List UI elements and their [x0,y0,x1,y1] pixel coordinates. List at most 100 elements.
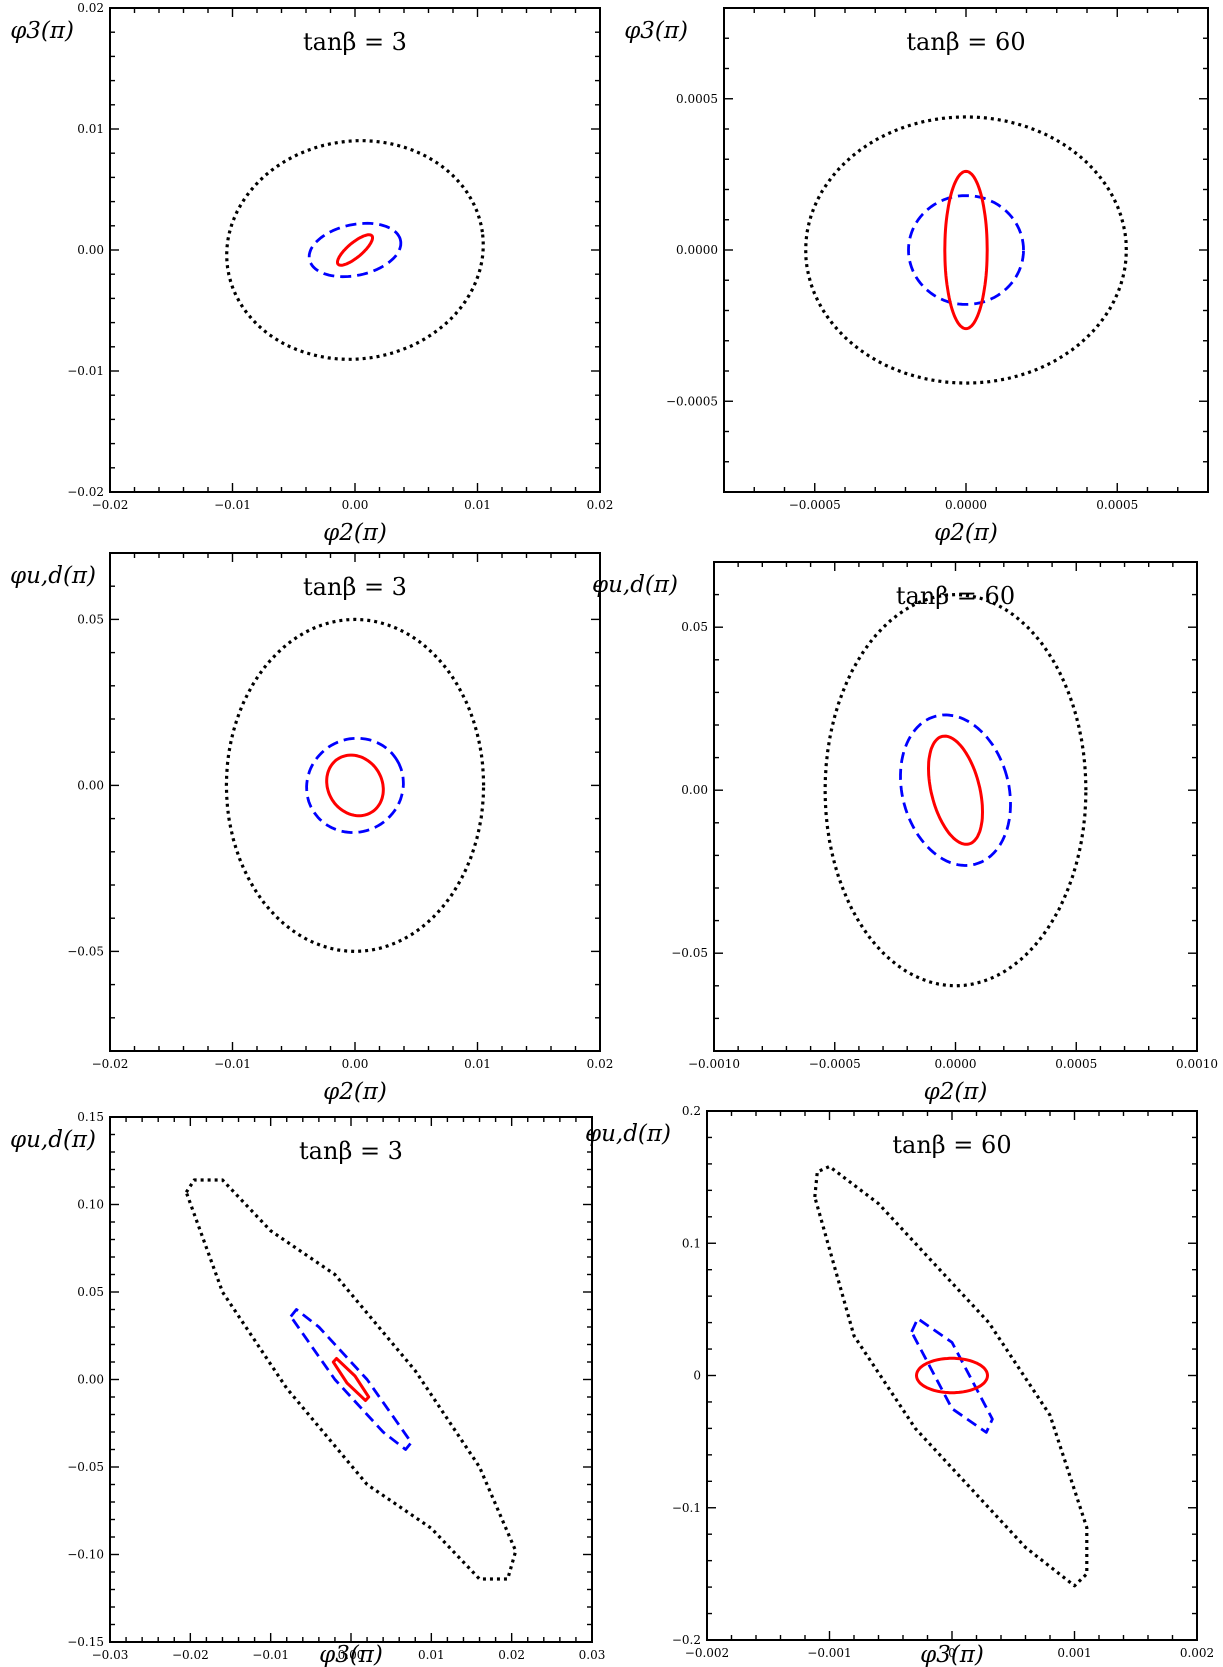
y-tick-label: 0.10 [77,1198,104,1212]
y-tick-label: −0.01 [67,364,104,378]
contours [823,593,1088,988]
y-axis-label: φu,d(π) [592,572,678,598]
y-tick-label: 0.15 [77,1110,104,1124]
x-tick-label: −0.0005 [809,1057,861,1071]
x-tick-label: −0.02 [92,1057,129,1071]
x-axis-label: φ3(π) [319,1642,383,1667]
y-tick-label: −0.05 [67,1460,104,1474]
y-tick-label: 0.00 [681,783,708,797]
x-axis-label: φ3(π) [920,1642,984,1667]
x-axis-label: φ2(π) [934,520,998,546]
y-tick-label: −0.15 [67,1635,104,1649]
inner-solid-contour [325,753,385,818]
x-tick-label: 0.0000 [935,1057,977,1071]
x-tick-label: 0.00 [342,498,369,512]
contours [224,617,486,953]
ticks [723,7,1209,493]
x-tick-label: −0.0010 [688,1057,740,1071]
y-tick-label: −0.10 [67,1548,104,1562]
x-tick-label: 0.02 [587,1057,614,1071]
contours [184,1178,518,1581]
middle-dashed-contour [910,1317,994,1434]
y-tick-label: −0.02 [67,485,104,499]
outer-dotted-contour [813,1164,1089,1588]
ticks [109,1116,593,1643]
x-tick-label: −0.002 [685,1646,729,1660]
panel-1: −0.02 −0.01 0.00 0.01 0.02 −0.02 −0.01 0.00 0.01… [10,1,613,546]
y-tick-label: −0.0005 [666,394,718,408]
y-tick-label: 0.00 [77,243,104,257]
y-tick-label: 0 [693,1369,701,1383]
x-tick-label: 0 [948,1646,956,1660]
outer-dotted-contour [225,139,485,361]
y-tick-label: −0.2 [672,1633,701,1647]
plot-frame [109,552,601,1052]
middle-dashed-contour [305,736,405,834]
x-tick-label: 0.01 [464,1057,491,1071]
ticks [706,1110,1198,1641]
panel-5: −0.03 −0.02 −0.01 0.00 0.01 0.02 0.03 −0.15 −0.1… [10,1110,605,1667]
x-tick-label: 0.0010 [1176,1057,1218,1071]
ticks [109,7,601,493]
x-tick-label: −0.02 [172,1648,209,1662]
plot-frame [723,7,1209,493]
x-tick-label: −0.0005 [789,498,841,512]
x-axis-label: φ2(π) [323,520,387,546]
y-tick-label: 0.05 [77,1285,104,1299]
middle-dashed-contour [899,713,1012,867]
y-axis-label: φu,d(π) [585,1121,671,1147]
y-tick-label: 0.01 [77,122,104,136]
x-tick-label: 0.0005 [1096,498,1138,512]
panel-2: −0.0005 0.0000 0.0005 −0.0005 0.0000 0.0005 φ2… [624,7,1209,546]
x-tick-label: 0.02 [498,1648,525,1662]
y-tick-label: 0.0000 [676,243,718,257]
y-tick-label: 0.0005 [676,92,718,106]
x-tick-label: −0.02 [92,498,129,512]
y-axis-label: φu,d(π) [10,563,96,589]
y-tick-label: 0.02 [77,1,104,15]
outer-dotted-contour [823,593,1088,988]
x-tick-label: 0.002 [1180,1646,1214,1660]
middle-dashed-contour [907,194,1025,306]
ticks [713,561,1198,1052]
panel-title: tanβ = 60 [906,28,1025,56]
panel-title: tanβ = 3 [303,28,407,56]
panel-title: tanβ = 60 [896,582,1015,610]
x-tick-label: 0.00 [342,1057,369,1071]
middle-dashed-contour [307,221,403,279]
y-tick-label: 0.1 [682,1236,701,1250]
x-tick-label: 0.00 [338,1648,365,1662]
y-tick-label: −0.1 [672,1501,701,1515]
y-tick-label: 0.05 [77,612,104,626]
outer-dotted-contour [184,1178,518,1581]
y-tick-label: 0.2 [682,1104,701,1118]
x-axis-label: φ2(π) [924,1079,988,1105]
x-tick-label: −0.01 [252,1648,289,1662]
panel-3: −0.02 −0.01 0.00 0.01 0.02 −0.05 0.00 0.05 φ2(π)… [10,552,614,1105]
x-tick-label: 0.02 [587,498,614,512]
y-axis-label: φu,d(π) [10,1127,96,1153]
x-tick-label: −0.001 [807,1646,851,1660]
x-tick-label: −0.03 [92,1648,129,1662]
x-tick-label: 0.0000 [945,498,987,512]
y-tick-label: −0.05 [671,946,708,960]
x-tick-label: 0.03 [579,1648,606,1662]
x-tick-label: 0.01 [464,498,491,512]
y-tick-label: 0.05 [681,620,708,634]
x-tick-label: −0.01 [214,498,251,512]
x-tick-label: 0.01 [418,1648,445,1662]
panel-title: tanβ = 60 [892,1131,1011,1159]
outer-dotted-contour [224,617,486,953]
y-axis-label: φ3(π) [10,18,74,44]
inner-solid-contour [927,734,984,846]
plot-frame [706,1110,1198,1641]
x-axis-label: φ2(π) [323,1079,387,1105]
panel-title: tanβ = 3 [303,573,407,601]
inner-solid-contour [915,1356,989,1395]
panel-title: tanβ = 3 [299,1137,403,1165]
panel-4: −0.0010 −0.0005 0.0000 0.0005 0.0010 −0.05 0.0… [592,561,1218,1105]
inner-solid-contour [943,169,989,331]
plot-frame [109,1116,593,1643]
outer-dotted-contour [804,115,1128,385]
